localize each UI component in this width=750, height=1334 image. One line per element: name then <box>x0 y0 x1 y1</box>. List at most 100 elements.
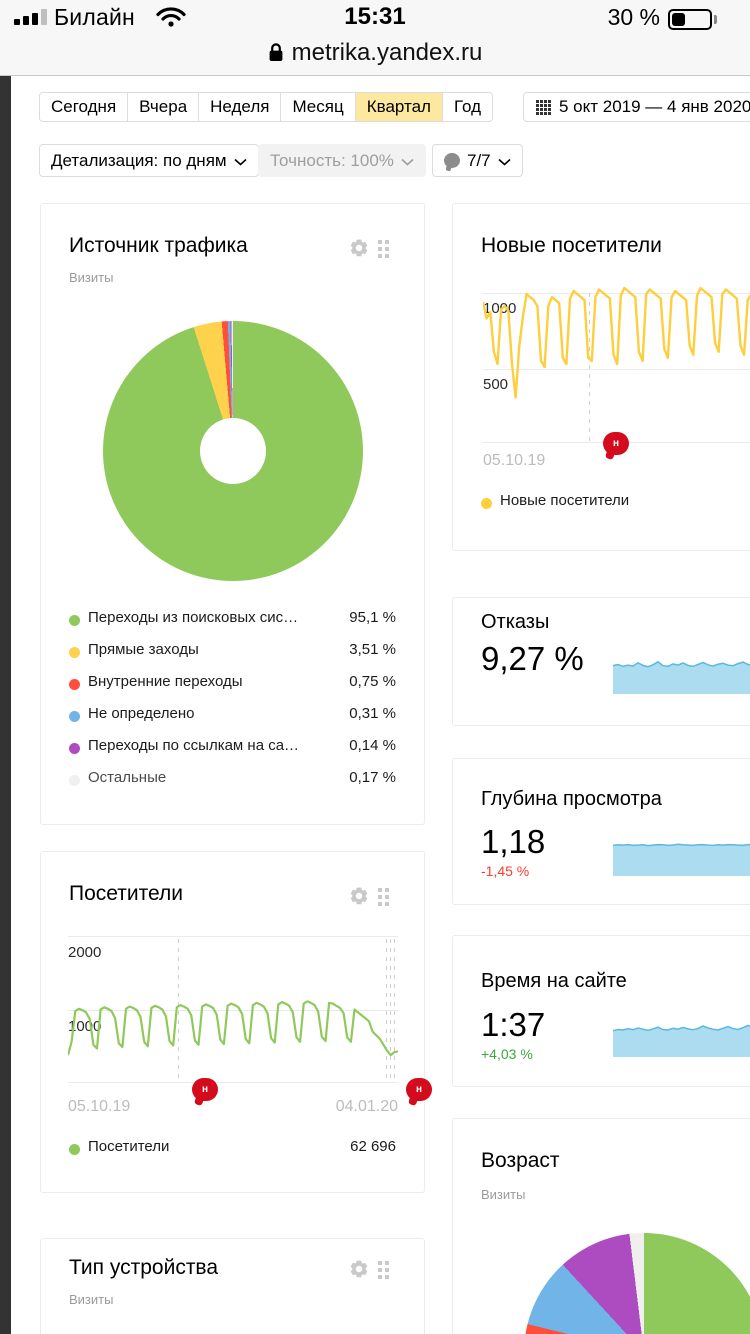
x-tick-label: 05.10.19 <box>483 452 546 469</box>
sparkline-line <box>613 1024 750 1032</box>
list-item[interactable]: Не определено 0,31 % <box>69 705 396 727</box>
holiday-divider <box>386 939 387 1083</box>
gridline <box>68 936 398 937</box>
axis-baseline <box>68 1082 398 1083</box>
card-new-visitors: Новые посетители 1000 500 н 05.10.19 Нов… <box>452 203 750 551</box>
y-tick-label: 500 <box>483 376 509 393</box>
metric-value: 1:37 <box>481 1006 546 1043</box>
date-range-label: 5 окт 2019 — 4 янв 2020 <box>559 97 750 116</box>
legend-value: 95,1 % <box>349 609 396 626</box>
card-title: Новые посетители <box>481 234 662 257</box>
detail-level-button[interactable]: Детализация: по дням <box>39 144 259 177</box>
legend-label: Остальные <box>88 769 167 786</box>
tab-week[interactable]: Неделя <box>199 93 282 121</box>
list-item[interactable]: Переходы по ссылкам на са… 0,14 % <box>69 737 396 759</box>
card-device-type: Тип устройства Визиты <box>40 1238 425 1334</box>
legend-label: Новые посетители <box>500 492 630 509</box>
accuracy-button[interactable]: Точность: 100% <box>258 144 426 177</box>
sparkline-line <box>613 843 750 847</box>
y-tick-label: 2000 <box>68 944 102 961</box>
clock: 15:31 <box>344 3 406 30</box>
grid-handle-icon[interactable] <box>378 888 389 906</box>
accuracy-label: Точность: 100% <box>270 150 394 170</box>
holiday-divider <box>394 939 395 1083</box>
visitors-line-chart: 2000 1000 н н 05.10.19 04.01.20 <box>68 936 432 1115</box>
list-item[interactable]: Остальные 0,17 % <box>69 769 396 791</box>
holiday-marker[interactable]: н <box>192 1078 218 1101</box>
card-page-depth: Глубина просмотра 1,18 -1,45 % <box>452 758 750 905</box>
legend-label: Прямые заходы <box>88 641 199 658</box>
legend-color-dot <box>69 647 80 658</box>
metric-value: 1,18 <box>481 823 546 860</box>
holiday-divider <box>178 939 179 1083</box>
legend-value: 0,17 % <box>349 769 396 786</box>
age-pie-chart <box>524 1233 750 1334</box>
status-bar: Билайн 15:31 30 % <box>0 0 750 31</box>
calendar-matrix-icon <box>536 99 551 115</box>
lock-icon <box>268 41 284 69</box>
legend-label: Внутренние переходы <box>88 673 243 690</box>
tab-today[interactable]: Сегодня <box>40 93 129 121</box>
gear-icon[interactable] <box>349 886 369 906</box>
comments-button[interactable]: 7/7 <box>432 144 523 177</box>
metric-delta: -1,45 % <box>481 863 530 879</box>
card-title: Глубина просмотра <box>481 788 662 810</box>
comments-count: 7/7 <box>467 150 491 170</box>
chevron-down-icon <box>498 151 511 171</box>
list-item[interactable]: Новые посетители <box>481 492 750 514</box>
date-range-button[interactable]: 5 окт 2019 — 4 янв 2020 <box>523 92 750 122</box>
legend-label: Переходы по ссылкам на са… <box>88 737 300 754</box>
grid-handle-icon[interactable] <box>378 240 389 258</box>
legend-label: Посетители <box>88 1138 170 1155</box>
tab-quarter[interactable]: Квартал <box>355 93 443 121</box>
holiday-divider <box>390 939 391 1083</box>
period-tab-group[interactable]: Сегодня Вчера Неделя Месяц Квартал Год <box>39 92 494 122</box>
new-visitors-series-line <box>483 286 750 399</box>
tab-month[interactable]: Месяц <box>281 93 356 121</box>
legend-label: Переходы из поисковых сис… <box>88 609 299 626</box>
sparkline-line <box>613 660 750 668</box>
card-title: Время на сайте <box>481 970 627 992</box>
x-tick-label: 04.01.20 <box>335 1098 398 1115</box>
bounce-sparkline <box>613 651 750 694</box>
holiday-marker[interactable]: н <box>406 1078 432 1101</box>
holiday-marker[interactable]: н <box>603 432 629 455</box>
legend-color-dot <box>69 679 80 690</box>
list-item[interactable]: Переходы из поисковых сис… 95,1 % <box>69 609 396 631</box>
legend-color-dot <box>69 615 80 626</box>
legend-value: 3,51 % <box>349 641 396 658</box>
battery-nub-icon <box>714 15 717 24</box>
list-item[interactable]: Прямые заходы 3,51 % <box>69 641 396 663</box>
list-item[interactable]: Внутренние переходы 0,75 % <box>69 673 396 695</box>
card-metric-label: Визиты <box>69 270 114 285</box>
legend-value: 0,31 % <box>349 705 396 722</box>
battery-percent: 30 % <box>607 4 660 30</box>
metric-delta: +4,03 % <box>481 1046 533 1062</box>
visitors-series-line <box>68 1000 398 1057</box>
chevron-down-icon <box>401 151 414 171</box>
card-age: Возраст Визиты <box>452 1118 750 1334</box>
x-tick-label: 05.10.19 <box>68 1098 131 1115</box>
holiday-divider <box>589 293 590 443</box>
gear-icon[interactable] <box>349 238 369 258</box>
sparkline-area <box>613 661 750 694</box>
card-traffic-source: Источник трафика Визиты Переходы из поис… <box>40 203 425 825</box>
card-title: Отказы <box>481 611 550 633</box>
tab-year[interactable]: Год <box>442 93 493 121</box>
gear-icon[interactable] <box>349 1259 369 1279</box>
legend-value: 0,75 % <box>349 673 396 690</box>
legend-color-dot <box>69 775 80 786</box>
grid-handle-icon[interactable] <box>378 1261 389 1279</box>
card-bounce-rate: Отказы 9,27 % <box>452 597 750 726</box>
legend-color-dot <box>69 711 80 722</box>
card-metric-label: Визиты <box>481 1187 526 1202</box>
tab-yesterday[interactable]: Вчера <box>128 93 200 121</box>
donut-hole <box>200 418 266 484</box>
legend-color-dot <box>69 1144 80 1155</box>
url-display[interactable]: metrika.yandex.ru <box>0 39 750 69</box>
traffic-source-donut-chart <box>103 321 363 581</box>
carrier-name: Билайн <box>54 4 135 30</box>
browser-url-bar[interactable]: metrika.yandex.ru <box>0 31 750 76</box>
list-item[interactable]: Посетители 62 696 <box>69 1138 396 1160</box>
